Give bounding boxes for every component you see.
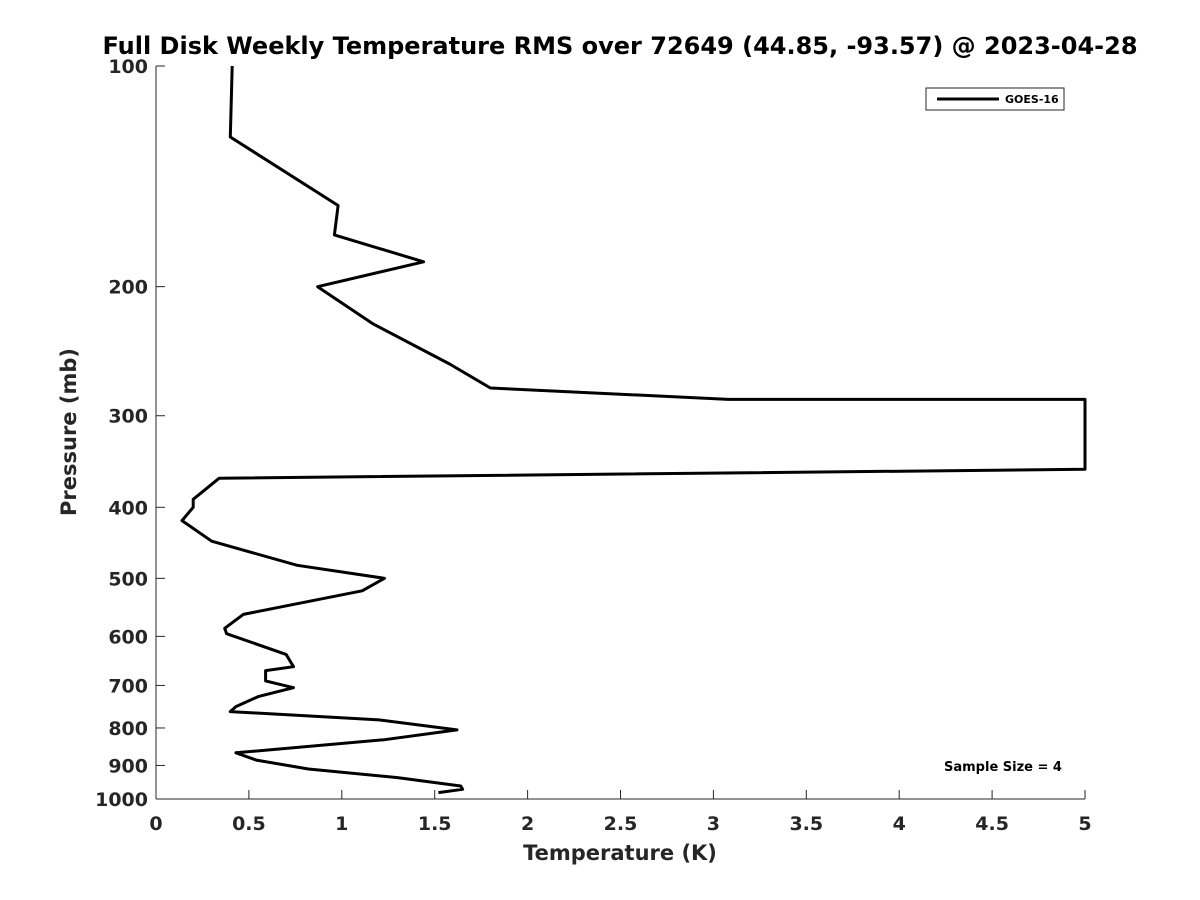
x-tick-label-7: 3.5 bbox=[789, 813, 823, 835]
x-tick-label-1: 0.5 bbox=[232, 813, 266, 835]
x-tick-label-5: 2.5 bbox=[604, 813, 638, 835]
y-tick-label-7: 800 bbox=[108, 718, 148, 740]
y-tick-label-5: 600 bbox=[108, 626, 148, 648]
y-tick-label-3: 400 bbox=[108, 497, 148, 519]
y-axis-label: Pressure (mb) bbox=[57, 348, 81, 516]
chart-title: Full Disk Weekly Temperature RMS over 72… bbox=[102, 32, 1137, 60]
y-tick-label-9: 1000 bbox=[95, 789, 148, 811]
y-tick-label-2: 300 bbox=[108, 406, 148, 428]
series-line-goes-16 bbox=[180, 65, 1087, 795]
legend-label-goes-16: GOES-16 bbox=[1005, 93, 1059, 106]
x-tick-label-9: 4.5 bbox=[975, 813, 1009, 835]
x-tick-label-4: 2 bbox=[521, 813, 534, 835]
x-tick-label-2: 1 bbox=[335, 813, 348, 835]
x-tick-label-0: 0 bbox=[149, 813, 162, 835]
y-tick-label-8: 900 bbox=[108, 755, 148, 777]
x-tick-label-10: 5 bbox=[1078, 813, 1091, 835]
sample-size-annotation: Sample Size = 4 bbox=[944, 760, 1062, 775]
x-axis-label: Temperature (K) bbox=[523, 841, 717, 865]
x-tick-label-8: 4 bbox=[893, 813, 906, 835]
y-tick-label-0: 100 bbox=[108, 56, 148, 78]
y-tick-label-1: 200 bbox=[108, 277, 148, 299]
x-tick-label-6: 3 bbox=[707, 813, 720, 835]
y-tick-label-6: 700 bbox=[108, 675, 148, 697]
x-tick-label-3: 1.5 bbox=[418, 813, 452, 835]
legend: GOES-16 bbox=[925, 87, 1065, 111]
plot-area: 0 0.5 1 1.5 2 2.5 3 3.5 4 4.5 5 100 200 300 400 500 600 7… bbox=[95, 56, 1092, 835]
y-tick-label-4: 500 bbox=[108, 568, 148, 590]
